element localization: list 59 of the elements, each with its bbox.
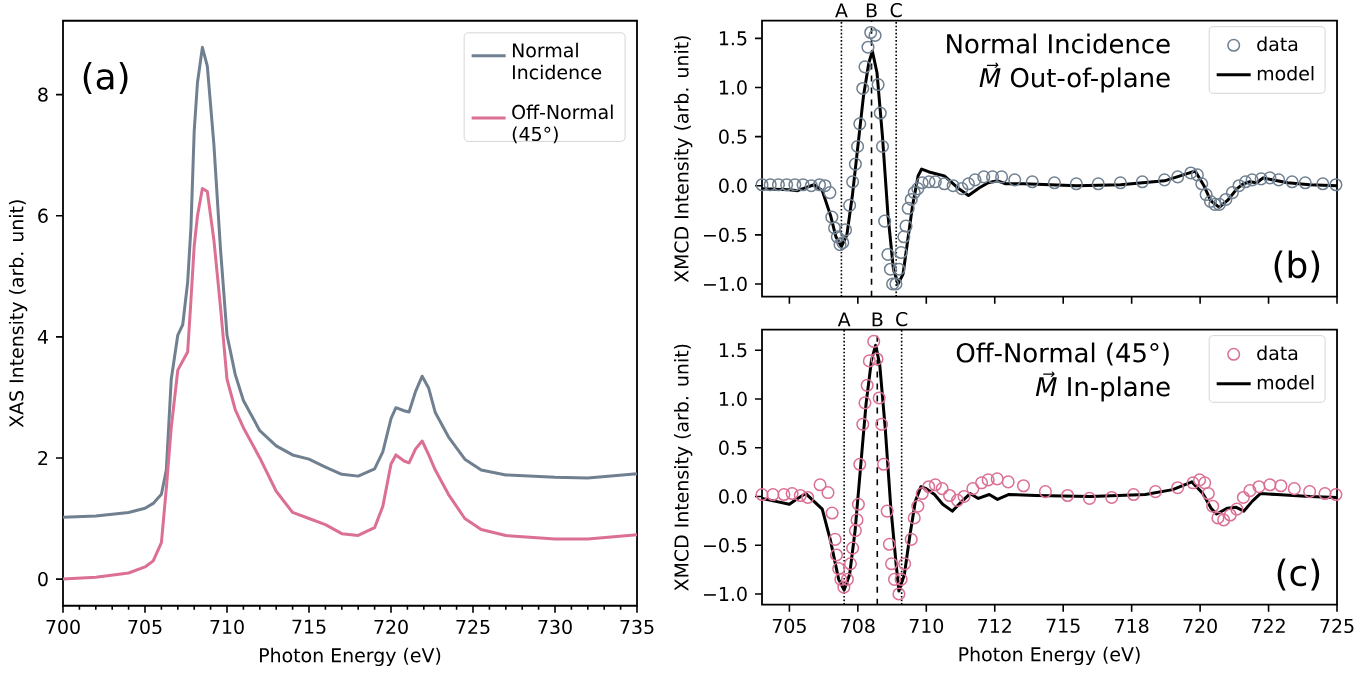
ref-line-label: B xyxy=(866,3,877,18)
ref-line-label: A xyxy=(835,3,848,18)
x-tick-label: 700 xyxy=(46,619,80,635)
annotation: (b) xyxy=(1274,250,1320,283)
x-tick-label: 720 xyxy=(1183,618,1217,634)
legend-label: data xyxy=(1257,36,1298,52)
ref-line-label: B xyxy=(872,312,883,327)
y-axis-title: XAS Intensity (arb. unit) xyxy=(8,200,28,428)
chart-title: Off-Normal (45°) xyxy=(956,342,1169,366)
x-tick-label: 710 xyxy=(210,619,244,635)
x-axis-title: Photon Energy (eV) xyxy=(959,646,1140,666)
y-tick-label: 1.0 xyxy=(719,391,747,407)
y-tick-label: 1.5 xyxy=(719,343,747,358)
y-tick-label: 0 xyxy=(38,572,48,587)
x-tick-label: 722 xyxy=(1252,618,1285,633)
x-tick-label: 712 xyxy=(978,618,1011,633)
x-tick-label: 715 xyxy=(292,619,326,634)
text: M⃗ In-plane xyxy=(1035,371,1170,402)
y-tick-label: 8 xyxy=(38,87,48,102)
y-tick-label: 0.0 xyxy=(719,178,747,194)
y-tick-label: 1.0 xyxy=(719,80,747,95)
legend-label: model xyxy=(1257,375,1314,390)
x-axis-title: Photon Energy (eV) xyxy=(260,647,441,667)
x-tick-label: 725 xyxy=(456,619,490,635)
chart-title: Normal Incidence xyxy=(947,33,1170,54)
y-axis-title: XMCD Intensity (arb. unit) xyxy=(674,344,693,591)
legend-label: data xyxy=(1257,345,1298,361)
x-tick-label: 705 xyxy=(772,618,806,634)
y-tick-label: −1.0 xyxy=(704,276,747,292)
x-tick-label: 735 xyxy=(620,619,654,635)
y-tick-label: 0.5 xyxy=(719,129,747,144)
x-tick-label: 708 xyxy=(841,618,875,634)
y-tick-label: 0.0 xyxy=(719,489,747,504)
y-tick-label: −0.5 xyxy=(704,227,747,243)
x-tick-label: 730 xyxy=(538,619,572,635)
line-series xyxy=(61,187,639,581)
y-tick-label: 0.5 xyxy=(719,440,747,456)
y-tick-label: 1.5 xyxy=(719,31,747,46)
x-tick-label: 715 xyxy=(1046,618,1080,633)
y-axis-title: XMCD Intensity (arb. unit) xyxy=(674,36,693,283)
y-tick-label: 6 xyxy=(38,208,48,224)
legend-label: Off-Normal (45°) xyxy=(512,104,613,144)
x-tick-label: 720 xyxy=(374,619,408,635)
legend-label: Normal Incidence xyxy=(512,42,602,80)
x-tick-label: 710 xyxy=(909,618,944,634)
x-tick-label: 718 xyxy=(1115,618,1149,634)
y-tick-label: 4 xyxy=(37,330,48,344)
text: M⃗ Out-of-plane xyxy=(979,62,1170,93)
y-tick-label: −1.0 xyxy=(704,586,747,602)
y-tick-label: −0.5 xyxy=(704,538,747,553)
ref-line-label: A xyxy=(837,312,851,327)
annotation: (a) xyxy=(83,62,128,95)
legend-label: model xyxy=(1257,66,1314,81)
annotation: (c) xyxy=(1277,558,1320,591)
x-tick-label: 725 xyxy=(1320,618,1354,634)
x-tick-label: 705 xyxy=(128,619,162,635)
ref-line-label: C xyxy=(890,3,902,18)
y-tick-label: 2 xyxy=(38,451,48,466)
ref-line-label: C xyxy=(896,312,908,327)
